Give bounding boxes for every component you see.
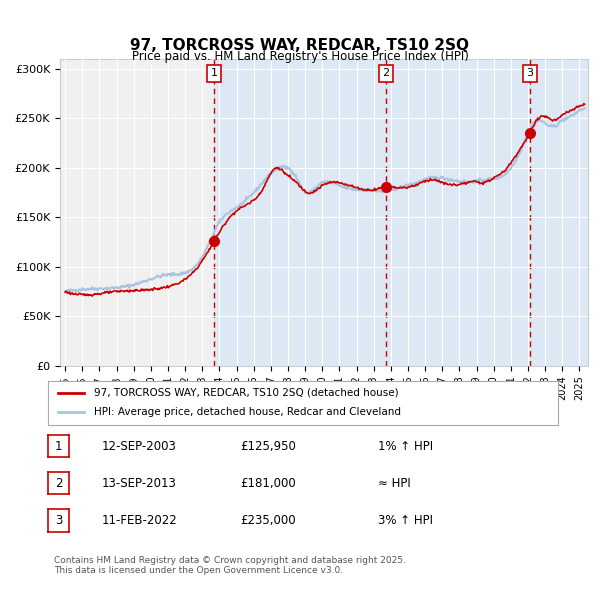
Text: 1: 1 xyxy=(55,440,62,453)
Text: ≈ HPI: ≈ HPI xyxy=(378,477,411,490)
Text: Contains HM Land Registry data © Crown copyright and database right 2025.
This d: Contains HM Land Registry data © Crown c… xyxy=(54,556,406,575)
Text: HPI: Average price, detached house, Redcar and Cleveland: HPI: Average price, detached house, Redc… xyxy=(94,408,401,417)
Text: 2: 2 xyxy=(382,68,389,78)
Text: 2: 2 xyxy=(55,477,62,490)
Bar xyxy=(214,59,386,366)
Text: 11-FEB-2022: 11-FEB-2022 xyxy=(102,514,178,527)
Text: 13-SEP-2013: 13-SEP-2013 xyxy=(102,477,177,490)
Bar xyxy=(386,59,530,366)
Text: 1: 1 xyxy=(211,68,218,78)
Text: 3: 3 xyxy=(55,514,62,527)
Text: Price paid vs. HM Land Registry's House Price Index (HPI): Price paid vs. HM Land Registry's House … xyxy=(131,50,469,63)
Text: 97, TORCROSS WAY, REDCAR, TS10 2SQ (detached house): 97, TORCROSS WAY, REDCAR, TS10 2SQ (deta… xyxy=(94,388,398,398)
Text: 3: 3 xyxy=(526,68,533,78)
Text: 1% ↑ HPI: 1% ↑ HPI xyxy=(378,440,433,453)
Text: 12-SEP-2003: 12-SEP-2003 xyxy=(102,440,177,453)
Text: £125,950: £125,950 xyxy=(240,440,296,453)
Text: 97, TORCROSS WAY, REDCAR, TS10 2SQ: 97, TORCROSS WAY, REDCAR, TS10 2SQ xyxy=(131,38,470,53)
Text: £235,000: £235,000 xyxy=(240,514,296,527)
Text: £181,000: £181,000 xyxy=(240,477,296,490)
Text: 3% ↑ HPI: 3% ↑ HPI xyxy=(378,514,433,527)
Bar xyxy=(530,59,588,366)
